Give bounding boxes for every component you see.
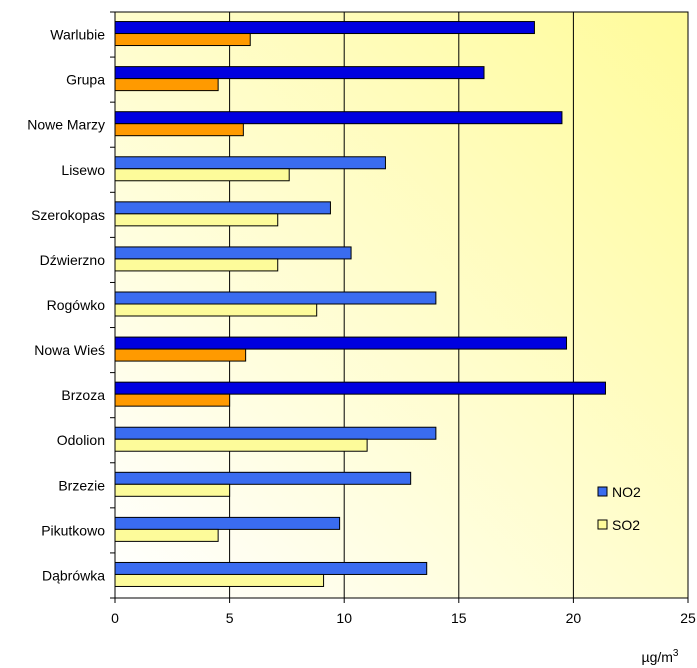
- bar-no2-1: [114, 66, 485, 80]
- bar-no2-4: [114, 201, 331, 215]
- x-tick-labels: 0 5 10 15 20 25: [111, 610, 696, 626]
- category-label: Dźwierzno: [40, 252, 106, 268]
- bar-no2-10: [114, 471, 412, 485]
- bar-so2-4: [114, 213, 279, 227]
- bar-so2-9: [114, 438, 368, 452]
- category-label: Nowa Wieś: [34, 342, 105, 358]
- axes: [110, 11, 689, 603]
- bar-so2-2: [114, 123, 244, 137]
- category-label: Rogówko: [47, 297, 106, 313]
- category-label: Dąbrówka: [42, 567, 105, 583]
- bar-no2-11: [114, 516, 341, 530]
- bar-no2-5: [114, 246, 352, 260]
- legend-label-so2: SO2: [612, 517, 640, 533]
- x-tick-label: 5: [226, 610, 234, 626]
- bar-no2-7: [114, 336, 568, 350]
- bar-no2-8: [114, 381, 606, 395]
- category-label: Brzoza: [61, 387, 105, 403]
- bar-so2-0: [114, 33, 251, 47]
- bar-so2-1: [114, 78, 219, 92]
- x-tick-label: 0: [111, 610, 119, 626]
- bar-so2-12: [114, 573, 325, 587]
- x-unit-label: µg/m3: [642, 648, 679, 665]
- bar-no2-0: [114, 21, 535, 35]
- category-labels: Warlubie Grupa Nowe Marzy Lisewo Szerokopas D…: [27, 27, 105, 584]
- bar-no2-9: [114, 426, 437, 440]
- x-tick-label: 10: [336, 610, 352, 626]
- legend-swatch-so2: [597, 519, 608, 530]
- category-label: Szerokopas: [31, 207, 105, 223]
- x-tick-label: 25: [680, 610, 696, 626]
- category-label: Pikutkowo: [41, 522, 105, 538]
- legend-swatch-no2: [597, 486, 608, 497]
- category-label: Odolion: [57, 432, 105, 448]
- legend-label-no2: NO2: [612, 484, 641, 500]
- bar-no2-3: [114, 156, 386, 170]
- bar-so2-5: [114, 258, 279, 272]
- bar-so2-6: [114, 303, 318, 317]
- bar-so2-7: [114, 348, 247, 362]
- bars: [114, 21, 606, 587]
- x-tick-label: 20: [566, 610, 582, 626]
- bar-so2-3: [114, 168, 290, 182]
- category-label: Lisewo: [61, 162, 105, 178]
- bar-so2-11: [114, 528, 219, 542]
- bar-no2-6: [114, 291, 437, 305]
- category-label: Warlubie: [50, 27, 105, 43]
- category-label: Nowe Marzy: [27, 117, 105, 133]
- bar-no2-12: [114, 561, 428, 575]
- bar-no2-2: [114, 111, 563, 125]
- bar-so2-10: [114, 483, 231, 497]
- bar-so2-8: [114, 393, 231, 407]
- category-label: Grupa: [66, 72, 105, 88]
- legend: NO2 SO2: [597, 484, 641, 533]
- category-label: Brzezie: [58, 477, 105, 493]
- x-tick-label: 15: [451, 610, 467, 626]
